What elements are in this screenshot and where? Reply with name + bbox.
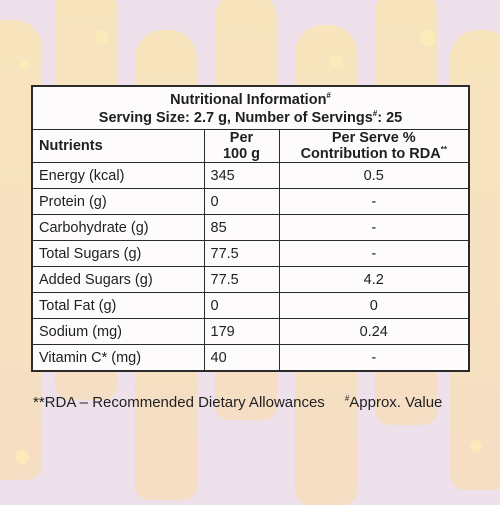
header-nutrients: Nutrients xyxy=(31,129,205,163)
header-per-100g: Per 100 g xyxy=(203,129,280,163)
nutrition-panel: Nutritional Information# Serving Size: 2… xyxy=(31,85,471,372)
approx-footnote: Approx. Value xyxy=(349,394,443,411)
table-row: Protein (g) 0 - xyxy=(31,188,470,215)
table-row: Vitamin C* (mg) 40 - xyxy=(31,344,470,372)
nutrient-name: Vitamin C* (mg) xyxy=(31,344,205,372)
header-row: Nutrients Per 100 g Per Serve % Contribu… xyxy=(31,129,470,163)
table-title: Nutritional Information xyxy=(170,92,327,108)
per-100g-value: 40 xyxy=(203,344,280,372)
title-mark: # xyxy=(326,91,331,101)
nutrient-name: Carbohydrate (g) xyxy=(31,214,205,241)
table-row: Sodium (mg) 179 0.24 xyxy=(31,318,470,345)
per-100g-value: 77.5 xyxy=(203,240,280,267)
nutrient-name: Protein (g) xyxy=(31,188,205,215)
footnote: **RDA – Recommended Dietary Allowances #A… xyxy=(33,394,442,411)
rda-value: - xyxy=(278,240,470,267)
rda-value: 0.24 xyxy=(278,318,470,345)
rda-value: - xyxy=(278,188,470,215)
rda-value: 0 xyxy=(278,292,470,319)
header-rda: Per Serve % Contribution to RDA** xyxy=(278,129,470,163)
approx-mark: # xyxy=(344,394,350,403)
nutrition-table: Nutritional Information# Serving Size: 2… xyxy=(31,85,471,372)
table-title-block: Nutritional Information# Serving Size: 2… xyxy=(31,85,470,130)
per-100g-value: 0 xyxy=(203,188,280,215)
table-row: Added Sugars (g) 77.5 4.2 xyxy=(31,266,470,293)
rda-value: 0.5 xyxy=(278,162,470,189)
nutrient-name: Energy (kcal) xyxy=(31,162,205,189)
table-row: Total Sugars (g) 77.5 - xyxy=(31,240,470,267)
per-100g-value: 0 xyxy=(203,292,280,319)
table-row: Total Fat (g) 0 0 xyxy=(31,292,470,319)
rda-value: - xyxy=(278,344,470,372)
servings-count: : 25 xyxy=(377,110,403,126)
per-100g-value: 345 xyxy=(203,162,280,189)
nutrient-name: Total Fat (g) xyxy=(31,292,205,319)
per-100g-value: 77.5 xyxy=(203,266,280,293)
per-100g-value: 85 xyxy=(203,214,280,241)
serving-size-text: Serving Size: 2.7 g, Number of Servings xyxy=(98,110,373,126)
rda-footnote: **RDA – Recommended Dietary Allowances xyxy=(33,394,325,411)
table-row: Energy (kcal) 345 0.5 xyxy=(31,162,470,189)
rda-value: 4.2 xyxy=(278,266,470,293)
nutrient-name: Added Sugars (g) xyxy=(31,266,205,293)
serving-mark: # xyxy=(372,109,378,119)
nutrient-name: Total Sugars (g) xyxy=(31,240,205,267)
rda-value: - xyxy=(278,214,470,241)
table-row: Carbohydrate (g) 85 - xyxy=(31,214,470,241)
per-100g-value: 179 xyxy=(203,318,280,345)
nutrient-name: Sodium (mg) xyxy=(31,318,205,345)
